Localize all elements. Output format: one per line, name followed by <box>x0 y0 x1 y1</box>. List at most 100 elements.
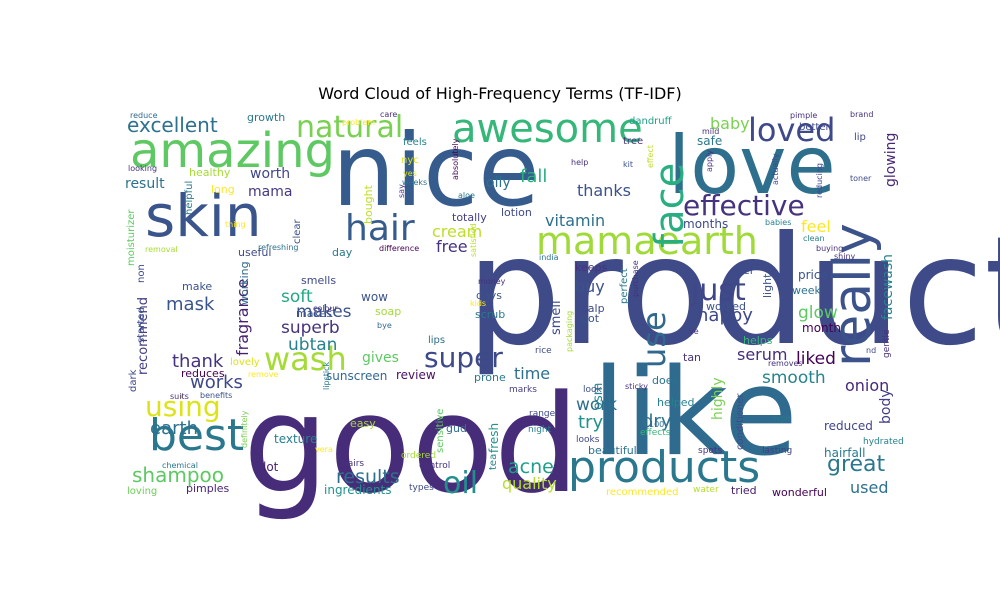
cloud-word: night <box>528 425 552 435</box>
cloud-word: result <box>125 176 165 192</box>
cloud-word: use <box>635 311 673 368</box>
cloud-word: conditioner <box>735 393 746 450</box>
cloud-word: suits <box>170 392 189 401</box>
chart-title: Word Cloud of High-Frequency Terms (TF-I… <box>318 84 682 103</box>
cloud-word: cream <box>432 222 482 241</box>
cloud-word: smell <box>549 300 564 335</box>
cloud-word: natural <box>296 110 403 145</box>
cloud-word: oily <box>486 175 511 191</box>
cloud-word: loved <box>748 111 835 149</box>
cloud-word: money <box>478 277 506 286</box>
cloud-word: colour <box>313 304 338 313</box>
cloud-word: ve <box>689 327 699 336</box>
cloud-word: superb <box>281 318 340 338</box>
cloud-word: tea <box>488 454 499 470</box>
cloud-word: prone <box>474 371 506 384</box>
cloud-word: scalp <box>576 302 605 315</box>
cloud-word: moisturizer <box>126 209 137 266</box>
cloud-word: absolutely <box>451 138 460 180</box>
cloud-word: hair <box>345 208 415 249</box>
cloud-word: thank <box>172 351 224 372</box>
cloud-word: care <box>380 110 397 119</box>
cloud-word: toner <box>850 174 872 183</box>
cloud-word: reduce <box>130 111 158 120</box>
cloud-word: removal <box>145 245 178 254</box>
cloud-word: used <box>850 478 888 497</box>
cloud-word: lovely <box>230 357 260 368</box>
cloud-word: super <box>424 341 503 374</box>
cloud-word: baby <box>710 114 750 133</box>
cloud-word: mamaearth <box>536 219 758 263</box>
cloud-word: long <box>211 183 235 196</box>
cloud-word: fragrance <box>233 279 252 356</box>
cloud-word: lasting <box>762 446 792 456</box>
cloud-word: scrub <box>475 308 505 321</box>
cloud-word: review <box>396 368 436 382</box>
cloud-word: nyc <box>401 155 419 166</box>
cloud-word: really <box>823 223 883 367</box>
cloud-word: makes <box>296 302 352 322</box>
cloud-word: effect <box>646 145 655 168</box>
cloud-word: effects <box>640 428 671 438</box>
cloud-word: packaging <box>565 311 574 352</box>
cloud-word: buy <box>575 277 605 296</box>
cloud-word: work <box>576 395 617 415</box>
cloud-word: shiny <box>834 252 856 261</box>
cloud-word: glowing <box>883 133 899 187</box>
cloud-word: got <box>581 312 600 325</box>
cloud-word: looks <box>576 435 600 445</box>
cloud-word: fresh <box>487 423 501 453</box>
cloud-word: texture <box>274 432 317 446</box>
cloud-word: reduced <box>824 419 873 433</box>
cloud-word: results <box>336 466 400 488</box>
cloud-word: mama <box>248 184 292 200</box>
cloud-word: clean <box>803 234 825 243</box>
cloud-word: days <box>476 289 502 302</box>
cloud-word: tree <box>623 136 643 147</box>
cloud-word: kit <box>623 160 633 169</box>
cloud-word: refreshing <box>258 243 299 252</box>
cloud-word: apply <box>705 150 714 172</box>
cloud-word: gentle <box>882 329 892 358</box>
cloud-word: just <box>690 273 746 308</box>
cloud-word: soap <box>375 305 401 318</box>
cloud-word: totally <box>452 211 487 224</box>
cloud-word: actually <box>771 153 780 185</box>
cloud-word: wash <box>264 340 347 378</box>
cloud-word: sunscreen <box>326 369 387 383</box>
cloud-word: month <box>802 321 841 335</box>
cloud-word: smooth <box>762 368 826 388</box>
cloud-word: ingredients <box>324 483 392 497</box>
cloud-word: products <box>568 442 760 493</box>
cloud-word: gud <box>446 422 467 435</box>
cloud-word: lips <box>428 335 445 346</box>
cloud-word: onion <box>845 376 889 395</box>
cloud-word: hairs <box>342 459 364 469</box>
cloud-word: try <box>578 412 603 433</box>
cloud-word: works <box>190 372 243 393</box>
cloud-word: quality <box>502 474 557 493</box>
cloud-word: reducing <box>815 163 824 198</box>
cloud-word: soft <box>281 287 313 307</box>
cloud-word: beautiful <box>588 444 637 457</box>
cloud-word: free <box>436 237 468 256</box>
cloud-word: rice <box>535 346 552 356</box>
cloud-word: glow <box>798 303 838 323</box>
cloud-word: look <box>583 385 603 395</box>
cloud-word: happy <box>697 305 753 326</box>
cloud-word: best <box>149 410 244 461</box>
cloud-word: working <box>238 261 251 305</box>
cloud-word: helps <box>743 334 773 347</box>
cloud-word: range <box>529 409 556 419</box>
cloud-word: babies <box>765 218 791 227</box>
cloud-word: pimples <box>186 482 230 495</box>
cloud-word: helped <box>657 396 695 409</box>
cloud-word: lipstick <box>322 362 331 390</box>
cloud-word: time <box>514 364 550 383</box>
cloud-word: awesome <box>452 106 643 152</box>
cloud-word: recommended <box>606 487 678 498</box>
cloud-word: sticky <box>625 382 648 391</box>
cloud-word: helpful <box>184 181 195 215</box>
cloud-word: chemical <box>162 461 198 470</box>
cloud-word: product <box>466 205 1000 379</box>
